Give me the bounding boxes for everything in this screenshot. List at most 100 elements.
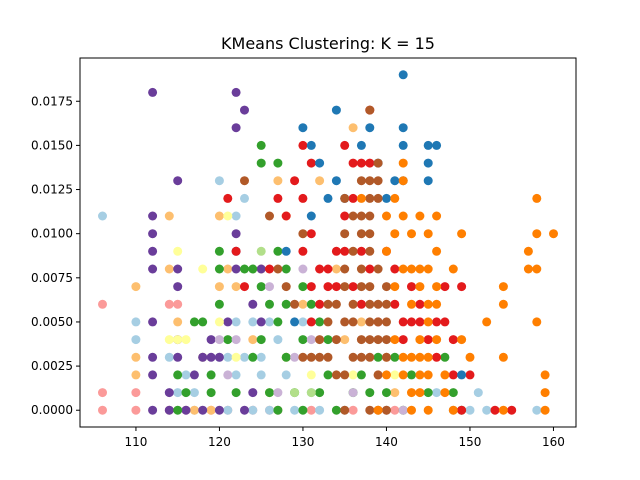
data-point: [265, 405, 274, 415]
data-point: [532, 193, 542, 203]
data-point: [148, 352, 158, 362]
data-point: [407, 370, 416, 380]
plot-area-frame: [79, 57, 577, 428]
data-point: [331, 335, 341, 345]
data-point: [248, 299, 258, 309]
data-point: [131, 282, 141, 292]
data-point: [507, 405, 517, 415]
y-tick-label: 0.0150: [31, 138, 73, 152]
x-tick-label: 120: [208, 435, 231, 449]
data-point: [173, 317, 183, 327]
data-point: [415, 317, 425, 327]
data-point: [423, 388, 433, 398]
data-point: [306, 352, 316, 362]
data-point: [306, 229, 316, 239]
data-point: [148, 317, 158, 327]
data-point: [290, 299, 300, 309]
data-point: [457, 335, 467, 345]
data-point: [365, 352, 375, 362]
data-point: [448, 335, 458, 345]
data-point: [323, 370, 333, 380]
data-point: [231, 246, 241, 256]
data-point: [298, 299, 308, 309]
data-point: [415, 370, 425, 380]
data-point: [415, 264, 425, 274]
data-point: [407, 299, 416, 309]
data-point: [415, 299, 425, 309]
data-point: [490, 405, 500, 415]
data-point: [540, 405, 550, 415]
data-point: [448, 388, 458, 398]
data-point: [448, 264, 458, 274]
data-point: [173, 335, 183, 345]
data-point: [265, 211, 274, 221]
data-point: [365, 229, 375, 239]
data-point: [298, 140, 308, 150]
data-point: [373, 299, 383, 309]
x-tick-label: 140: [375, 435, 398, 449]
data-point: [231, 264, 241, 274]
y-tick-label: 0.0075: [31, 271, 73, 285]
data-point: [306, 405, 316, 415]
data-point: [340, 370, 350, 380]
data-point: [398, 158, 408, 168]
data-point: [498, 299, 508, 309]
data-point: [189, 388, 199, 398]
data-point: [273, 176, 283, 186]
data-point: [164, 405, 174, 415]
data-point: [457, 370, 467, 380]
data-point: [365, 158, 375, 168]
data-point: [131, 352, 141, 362]
data-point: [373, 335, 383, 345]
data-point: [523, 246, 533, 256]
data-point: [315, 317, 325, 327]
data-point: [181, 335, 191, 345]
data-point: [365, 282, 375, 292]
data-point: [181, 370, 191, 380]
data-point: [340, 405, 350, 415]
data-point: [331, 299, 341, 309]
data-point: [340, 246, 350, 256]
data-point: [173, 246, 183, 256]
data-point: [356, 140, 366, 150]
data-point: [181, 388, 191, 398]
data-point: [315, 335, 325, 345]
data-point: [473, 388, 483, 398]
data-point: [281, 282, 291, 292]
data-point: [398, 176, 408, 186]
data-point: [265, 299, 274, 309]
data-point: [407, 317, 416, 327]
data-point: [432, 246, 442, 256]
data-point: [348, 352, 358, 362]
data-point: [323, 335, 333, 345]
data-point: [231, 211, 241, 221]
data-point: [440, 282, 450, 292]
data-point: [164, 388, 174, 398]
data-point: [223, 211, 233, 221]
data-point: [214, 352, 224, 362]
data-point: [248, 335, 258, 345]
data-point: [306, 335, 316, 345]
data-point: [340, 317, 350, 327]
data-point: [432, 282, 442, 292]
data-point: [256, 352, 266, 362]
data-point: [365, 193, 375, 203]
data-point: [457, 282, 467, 292]
data-point: [231, 123, 241, 133]
data-point: [173, 370, 183, 380]
data-point: [407, 282, 416, 292]
data-point: [206, 352, 216, 362]
data-point: [398, 123, 408, 133]
data-point: [173, 299, 183, 309]
data-point: [390, 370, 400, 380]
data-point: [198, 405, 208, 415]
data-point: [423, 264, 433, 274]
data-point: [373, 193, 383, 203]
x-tick-label: 150: [458, 435, 481, 449]
data-point: [273, 246, 283, 256]
data-point: [240, 405, 249, 415]
data-point: [356, 158, 366, 168]
data-point: [315, 158, 325, 168]
data-point: [298, 335, 308, 345]
